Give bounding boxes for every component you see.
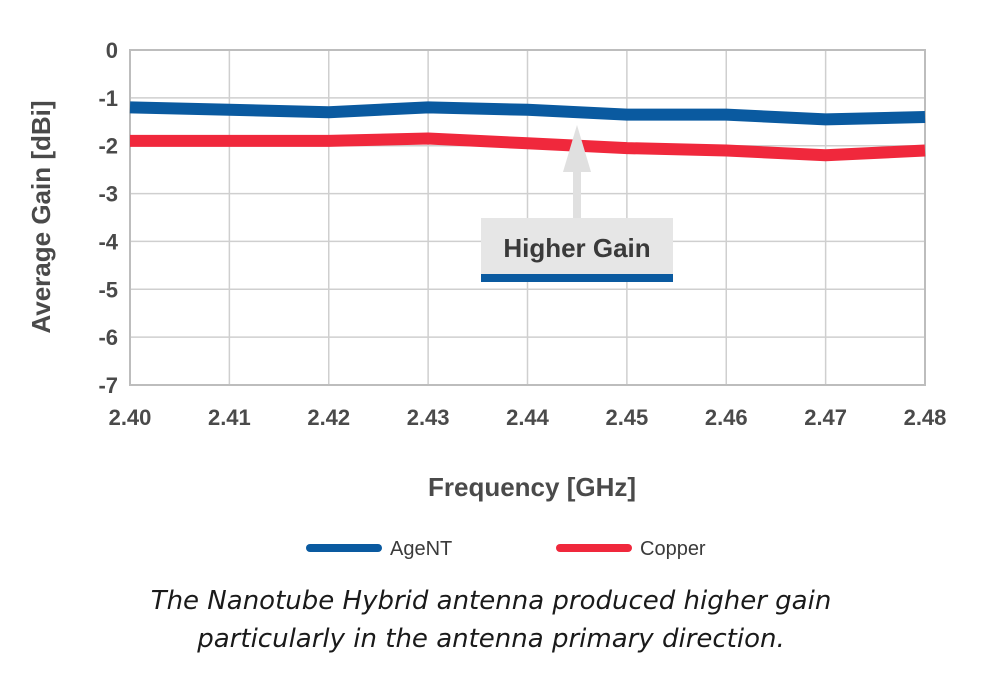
annotation-text: Higher Gain <box>503 233 650 263</box>
caption-line-2: particularly in the antenna primary dire… <box>197 624 785 654</box>
y-tick-label: -4 <box>98 229 118 254</box>
annotation: Higher Gain <box>481 125 673 282</box>
y-tick-label: -1 <box>98 86 118 111</box>
series-lines <box>129 101 926 162</box>
x-tick-label: 2.45 <box>605 405 648 430</box>
plot-frame <box>129 49 926 386</box>
x-tick-labels: 2.40 2.41 2.42 2.43 2.44 2.45 2.46 2.47 2.48 <box>109 405 947 430</box>
y-tick-label: -6 <box>98 325 118 350</box>
legend-label-copper: Copper <box>640 538 706 560</box>
x-tick-label: 2.43 <box>407 405 450 430</box>
legend: AgeNT Copper <box>306 538 706 560</box>
caption: The Nanotube Hybrid antenna produced hig… <box>0 582 982 658</box>
annotation-arrow-shaft <box>573 170 581 218</box>
x-axis-title: Frequency [GHz] <box>428 472 636 502</box>
series-line-copper <box>130 132 926 162</box>
y-tick-labels: 0 -1 -2 -3 -4 -5 -6 -7 <box>98 38 118 398</box>
grid <box>129 49 926 386</box>
x-tick-label: 2.40 <box>109 405 152 430</box>
y-tick-label: -2 <box>98 134 118 159</box>
y-tick-label: 0 <box>106 38 118 63</box>
x-tick-label: 2.44 <box>506 405 550 430</box>
caption-line-1: The Nanotube Hybrid antenna produced hig… <box>150 586 832 616</box>
x-tick-label: 2.47 <box>804 405 847 430</box>
legend-label-agent: AgeNT <box>390 538 452 560</box>
x-tick-label: 2.42 <box>307 405 350 430</box>
series-line-agent <box>129 101 926 126</box>
annotation-box <box>481 218 673 282</box>
annotation-arrow-head <box>563 125 591 172</box>
x-tick-label: 2.48 <box>904 405 947 430</box>
annotation-underline <box>481 274 673 282</box>
y-axis-title: Average Gain [dBi] <box>26 100 56 333</box>
y-tick-label: -3 <box>98 182 118 207</box>
y-tick-label: -5 <box>98 277 118 302</box>
gain-chart: Higher Gain 0 -1 -2 -3 -4 -5 -6 -7 2.40 2.41 2.42… <box>26 38 947 560</box>
x-tick-label: 2.46 <box>705 405 748 430</box>
x-tick-label: 2.41 <box>208 405 251 430</box>
y-tick-label: -7 <box>98 373 118 398</box>
